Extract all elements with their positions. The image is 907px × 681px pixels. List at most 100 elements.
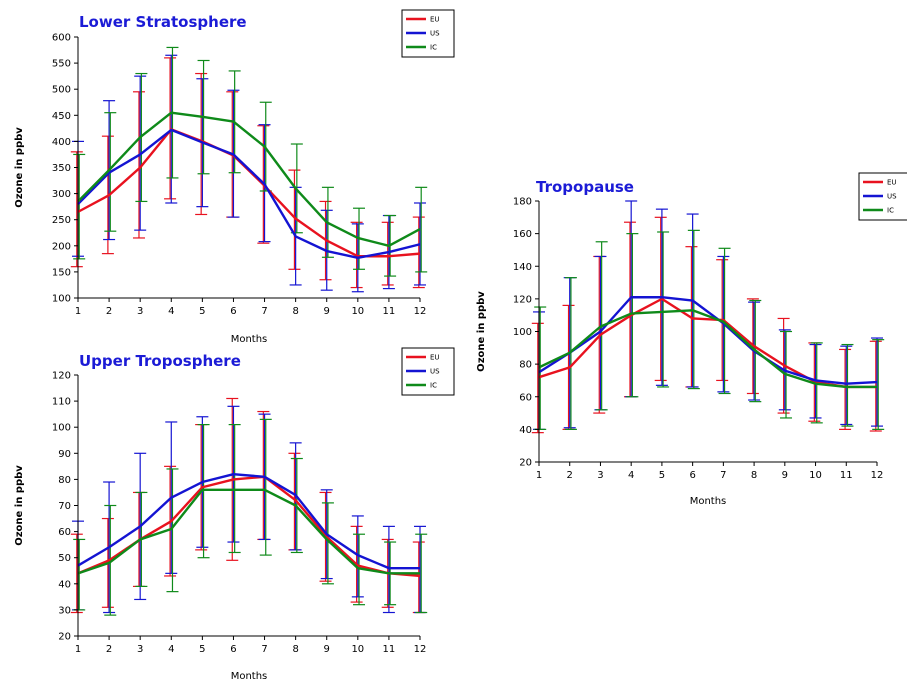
error-bar [415,186,428,273]
y-tick-label: 60 [58,527,71,538]
x-tick-label: 2 [106,306,112,317]
error-bar [564,277,577,430]
x-tick-label: 3 [597,470,603,481]
error-bar [839,348,852,430]
error-bar [164,57,177,200]
error-bar [132,91,145,239]
x-tick-label: 7 [261,644,267,655]
x-tick-label: 5 [199,306,205,317]
x-tick-label: 10 [809,470,822,481]
y-tick-label: 40 [58,579,71,590]
y-tick-label: 160 [513,229,532,240]
x-axis-label: Months [690,496,727,507]
y-tick-label: 40 [519,425,532,436]
error-bar [321,502,334,585]
y-tick-label: 60 [519,392,532,403]
error-bar [412,541,425,614]
legend-label: IC [887,207,894,215]
y-tick-label: 100 [52,294,71,305]
y-tick-label: 450 [52,111,71,122]
chart-title: Tropopause [536,178,634,196]
x-tick-label: 1 [75,644,81,655]
error-bar [351,515,364,598]
y-tick-label: 400 [52,137,71,148]
error-bar [531,322,544,434]
error-bar [228,423,241,554]
error-bar [414,202,426,286]
x-tick-label: 9 [324,306,330,317]
y-tick-label: 20 [58,632,71,643]
x-tick-label: 11 [383,306,396,317]
y-tick-label: 80 [58,475,71,486]
series-line-us [538,296,878,385]
x-tick-label: 10 [351,644,364,655]
error-bar [382,525,395,614]
x-axis-label: Months [231,671,268,681]
series-line-ic [77,488,420,575]
error-bar [70,151,83,268]
y-tick-label: 350 [52,163,71,174]
error-bar [166,468,179,593]
x-tick-label: 2 [106,644,112,655]
y-tick-label: 300 [52,189,71,200]
y-tick-label: 500 [52,85,71,96]
x-tick-label: 2 [567,470,573,481]
x-tick-label: 6 [230,644,236,655]
error-bar [841,343,854,427]
x-tick-label: 4 [628,470,634,481]
x-tick-label: 4 [168,644,174,655]
series-line-ic [538,309,877,389]
y-tick-label: 30 [58,605,71,616]
y-tick-label: 70 [58,501,71,512]
error-bar [381,221,394,286]
y-tick-label: 100 [52,423,71,434]
x-tick-label: 6 [230,306,236,317]
x-tick-label: 12 [871,470,884,481]
series-line-us [77,472,420,570]
error-bar [73,538,86,611]
x-tick-label: 7 [720,470,726,481]
x-tick-label: 3 [137,306,143,317]
x-tick-label: 7 [261,306,267,317]
x-tick-label: 6 [689,470,695,481]
series-line-eu [538,297,877,389]
x-tick-label: 4 [168,306,174,317]
x-axis-label: Months [231,334,268,345]
y-tick-label: 200 [52,241,71,252]
y-tick-label: 550 [52,59,71,70]
legend-label: EU [430,354,440,362]
y-tick-label: 600 [52,33,71,44]
x-tick-label: 11 [840,470,853,481]
chart-title: Upper Troposphere [79,352,241,370]
error-bar [259,418,272,556]
x-tick-label: 5 [659,470,665,481]
y-tick-label: 100 [513,327,532,338]
series-line-us [77,128,421,260]
error-bar [871,337,883,427]
y-tick-label: 140 [513,262,532,273]
x-tick-label: 5 [199,644,205,655]
x-tick-label: 11 [383,644,396,655]
x-tick-label: 8 [292,306,298,317]
y-tick-label: 90 [58,449,71,460]
y-tick-label: 180 [513,197,532,208]
y-axis-label: Ozone in ppbv [14,127,25,208]
legend: EU US IC [858,172,907,221]
error-bar [872,339,885,430]
legend-label: US [887,193,897,201]
x-tick-label: 12 [414,644,427,655]
legend: EU US IC [401,9,455,58]
y-tick-label: 120 [52,371,71,382]
series-line-ic [77,111,421,248]
x-tick-label: 8 [292,644,298,655]
error-bar [73,153,86,260]
legend-label: US [430,368,440,376]
y-tick-label: 50 [58,553,71,564]
x-tick-label: 1 [75,306,81,317]
error-bar [415,533,428,614]
error-bar [414,525,426,614]
chart-title: Lower Stratosphere [79,13,247,31]
error-bar [412,216,425,289]
legend-label: US [430,30,440,38]
